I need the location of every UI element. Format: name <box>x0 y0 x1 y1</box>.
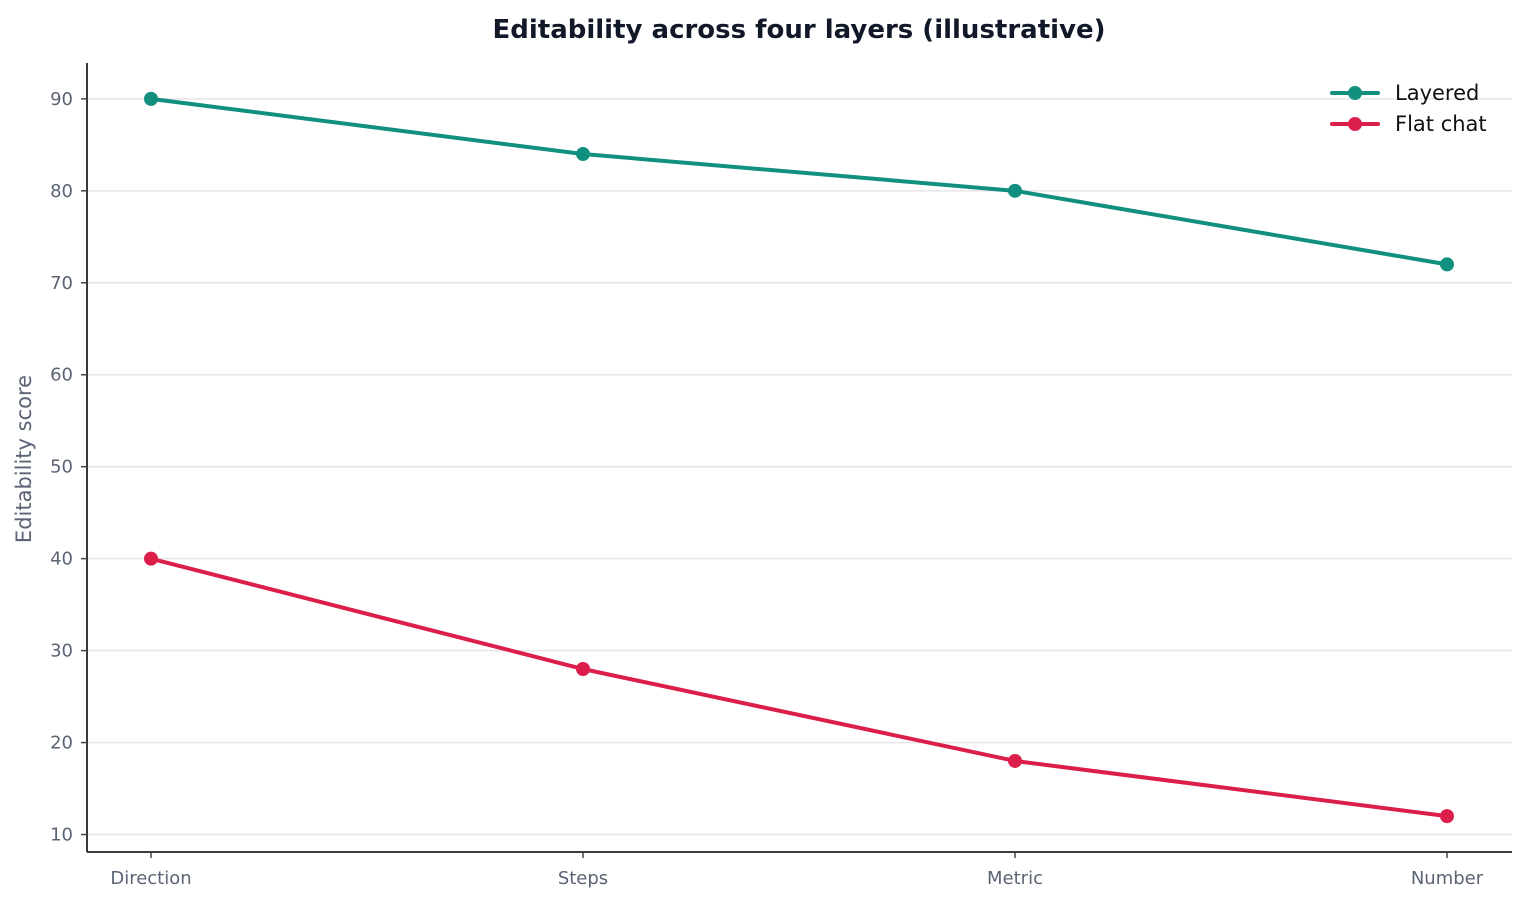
y-tick-label: 70 <box>50 273 73 294</box>
chart-title: Editability across four layers (illustra… <box>492 15 1105 45</box>
legend[interactable]: Layered Flat chat <box>1330 81 1487 136</box>
y-tick-label: 30 <box>50 641 73 662</box>
legend-marker <box>1348 117 1362 131</box>
x-tick-label: Steps <box>558 868 608 889</box>
x-ticks: Direction Steps Metric Number <box>110 852 1484 889</box>
axes <box>86 63 1512 853</box>
legend-label: Flat chat <box>1395 112 1487 136</box>
y-tick-label: 10 <box>50 825 73 846</box>
series-flat-chat <box>144 551 1454 824</box>
y-tick-label: 90 <box>50 89 73 110</box>
legend-marker <box>1348 86 1362 100</box>
data-point <box>1440 809 1454 824</box>
series-line <box>149 96 1449 267</box>
data-point <box>144 91 158 106</box>
legend-item[interactable]: Flat chat <box>1330 112 1487 136</box>
x-tick-label: Number <box>1411 868 1484 889</box>
y-ticks: 10 20 30 40 50 60 70 80 90 <box>50 89 87 846</box>
x-tick-label: Metric <box>987 868 1043 889</box>
legend-label: Layered <box>1395 81 1479 105</box>
data-point <box>576 147 590 162</box>
y-tick-label: 40 <box>50 549 73 570</box>
y-tick-label: 60 <box>50 365 73 386</box>
gridlines <box>87 98 1512 836</box>
series-layer <box>144 91 1454 824</box>
legend-item[interactable]: Layered <box>1330 81 1479 105</box>
x-tick-label: Direction <box>110 868 191 889</box>
y-tick-label: 80 <box>50 181 73 202</box>
data-point <box>1440 257 1454 272</box>
y-axis-label: Editability score <box>12 375 36 543</box>
data-point <box>576 662 590 677</box>
y-tick-label: 20 <box>50 733 73 754</box>
data-point <box>144 551 158 566</box>
series-line <box>149 556 1449 819</box>
data-point <box>1008 753 1022 768</box>
series-layered <box>144 91 1454 272</box>
data-point <box>1008 183 1022 198</box>
y-tick-label: 50 <box>50 457 73 478</box>
